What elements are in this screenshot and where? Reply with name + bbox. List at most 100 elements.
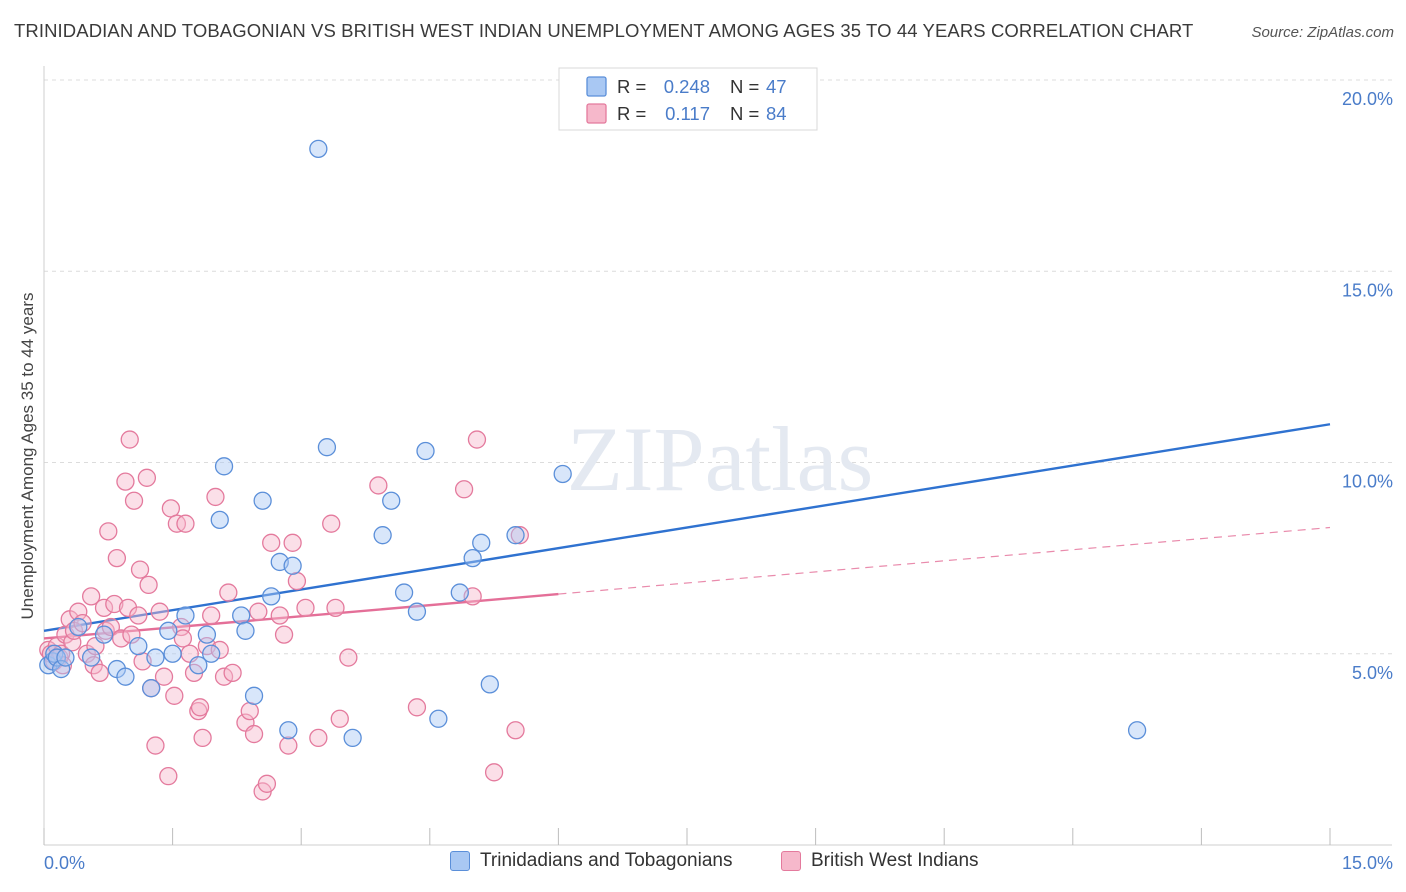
point-trinidadian <box>56 648 75 667</box>
point-trinidadian <box>1127 721 1147 740</box>
point-trinidadian <box>450 583 469 602</box>
point-trinidadian <box>176 606 195 625</box>
point-british-west-indian <box>510 526 529 545</box>
legend-swatch-blue <box>450 851 470 871</box>
point-british-west-indian <box>150 602 169 621</box>
point-british-west-indian <box>454 480 474 499</box>
legend-item-trinidadians: Trinidadians and Tobagonians <box>450 850 732 872</box>
point-trinidadian <box>232 606 251 625</box>
point-trinidadian <box>69 617 88 637</box>
point-british-west-indian <box>101 617 121 637</box>
point-british-west-indian <box>159 767 178 786</box>
point-trinidadian <box>382 491 401 510</box>
point-british-west-indian <box>137 468 157 487</box>
point-british-west-indian <box>270 606 289 625</box>
y-tick-label: 20.0% <box>1342 89 1393 109</box>
point-trinidadian <box>394 583 414 602</box>
point-british-west-indian <box>223 663 242 683</box>
point-trinidadian <box>197 625 217 644</box>
point-trinidadian <box>407 602 427 621</box>
point-british-west-indian <box>484 763 504 782</box>
point-british-west-indian <box>283 533 302 552</box>
point-trinidadian <box>262 587 281 606</box>
grid-lines <box>44 79 1392 655</box>
point-trinidadian <box>463 548 482 568</box>
legend-r-value: 0.117 <box>665 103 710 124</box>
point-british-west-indian <box>257 774 277 793</box>
legend-r-value: 0.248 <box>664 76 710 97</box>
point-british-west-indian <box>322 514 341 533</box>
point-british-west-indian <box>210 640 229 660</box>
point-trinidadian <box>279 721 298 740</box>
point-trinidadian <box>214 457 234 476</box>
point-trinidadian <box>343 728 362 748</box>
point-british-west-indian <box>90 663 109 683</box>
trend-line-solid <box>43 592 559 640</box>
point-british-west-indian <box>287 571 307 591</box>
point-british-west-indian <box>139 575 158 595</box>
point-british-west-indian <box>262 533 281 552</box>
point-trinidadian <box>553 464 572 484</box>
chart-title: TRINIDADIAN AND TOBAGONIAN VS BRITISH WE… <box>14 20 1194 41</box>
point-trinidadian <box>94 625 114 644</box>
point-british-west-indian <box>124 491 144 510</box>
point-trinidadian <box>210 510 229 530</box>
point-british-west-indian <box>339 648 358 667</box>
point-british-west-indian <box>193 728 212 748</box>
x-tick-label: 0.0% <box>44 853 85 873</box>
watermark: ZIPatlas <box>567 408 874 510</box>
legend-n-value: 47 <box>766 76 787 97</box>
point-british-west-indian <box>173 629 193 648</box>
point-british-west-indian <box>407 698 427 717</box>
point-british-west-indian <box>165 686 184 705</box>
point-british-west-indian <box>202 606 221 625</box>
point-british-west-indian <box>326 598 345 617</box>
point-british-west-indian <box>506 721 525 740</box>
source-credit: Source: ZipAtlas.com <box>1251 24 1394 41</box>
point-british-west-indian <box>129 606 148 625</box>
legend-item-british-west-indians: British West Indians <box>781 850 979 872</box>
point-british-west-indian <box>176 514 195 533</box>
point-british-west-indian <box>99 522 118 541</box>
x-tick-label: 15.0% <box>1342 853 1393 873</box>
point-british-west-indian <box>244 724 264 744</box>
point-british-west-indian <box>112 629 131 648</box>
point-british-west-indian <box>120 430 139 449</box>
point-trinidadian <box>202 644 221 663</box>
data-points <box>39 86 1147 801</box>
point-trinidadian <box>159 621 178 640</box>
y-tick-label: 15.0% <box>1342 280 1393 300</box>
point-trinidadian <box>317 438 337 457</box>
point-trinidadian <box>129 636 148 656</box>
point-british-west-indian <box>122 625 141 644</box>
point-trinidadian <box>142 679 161 698</box>
legend-swatch <box>586 103 607 124</box>
point-british-west-indian <box>274 625 294 644</box>
point-british-west-indian <box>467 430 487 449</box>
point-british-west-indian <box>69 602 88 621</box>
point-british-west-indian <box>214 667 234 686</box>
point-british-west-indian <box>105 594 124 614</box>
axis-labels: 5.0% 10.0% 15.0% 20.0% 0.0% 15.0% Unemployment… <box>18 89 1393 873</box>
axes <box>43 66 1392 846</box>
point-british-west-indian <box>296 598 315 617</box>
point-trinidadian <box>51 659 71 679</box>
y-tick-label: 5.0% <box>1352 663 1393 683</box>
point-british-west-indian <box>116 472 135 491</box>
legend-swatch-pink <box>781 851 801 871</box>
point-trinidadian <box>189 656 208 675</box>
legend-n-label: N = <box>730 76 759 97</box>
point-trinidadian <box>429 709 448 728</box>
point-trinidadian <box>309 139 328 159</box>
point-trinidadian <box>244 686 264 705</box>
point-british-west-indian <box>279 736 298 755</box>
point-trinidadian <box>283 556 302 575</box>
legend-label: Trinidadians and Tobagonians <box>480 850 733 871</box>
series-legend: Trinidadians and Tobagonians British Wes… <box>0 850 1406 880</box>
legend-n-value: 84 <box>766 103 787 124</box>
y-tick-label: 10.0% <box>1342 472 1393 492</box>
point-british-west-indian <box>369 476 388 495</box>
point-trinidadian <box>146 648 165 667</box>
point-trinidadian <box>236 621 255 640</box>
